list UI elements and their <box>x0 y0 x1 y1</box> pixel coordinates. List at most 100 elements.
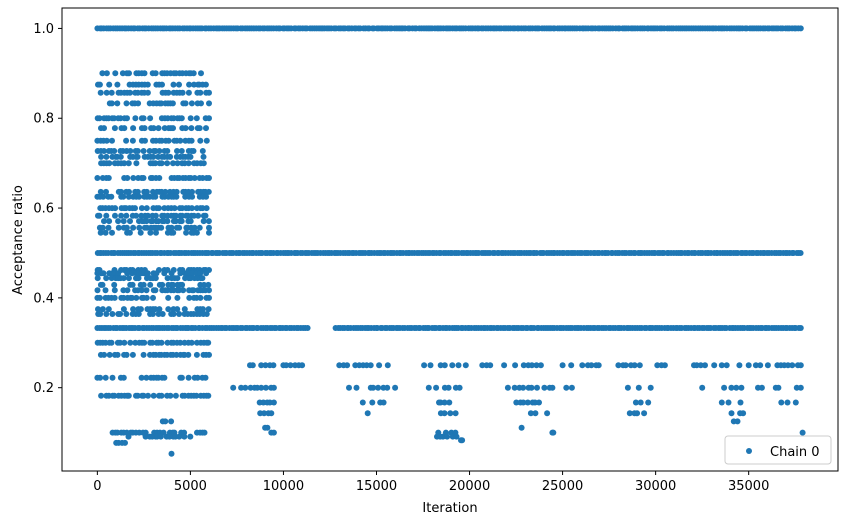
data-point <box>792 399 799 406</box>
data-point <box>205 339 212 346</box>
data-point <box>198 70 204 77</box>
data-point <box>563 384 570 391</box>
data-point <box>164 218 171 225</box>
data-point <box>111 115 118 122</box>
data-point <box>533 362 540 369</box>
data-point <box>206 175 212 181</box>
data-point <box>728 410 735 417</box>
data-point <box>534 384 540 391</box>
data-point <box>109 374 116 381</box>
data-point <box>190 148 197 154</box>
data-point <box>117 115 124 122</box>
data-point <box>158 100 165 107</box>
data-point <box>106 351 113 358</box>
data-point <box>120 306 127 313</box>
data-point <box>133 212 140 219</box>
data-point <box>206 100 212 107</box>
data-point <box>178 148 185 154</box>
data-point <box>421 362 428 369</box>
data-point <box>95 306 101 313</box>
data-point <box>427 362 434 369</box>
data-point <box>103 188 109 195</box>
data-point <box>537 362 544 369</box>
data-point <box>124 115 130 122</box>
data-point <box>188 270 195 277</box>
data-point <box>193 115 200 122</box>
data-point <box>122 439 128 446</box>
data-point <box>778 399 785 406</box>
data-point <box>164 148 171 154</box>
data-point <box>129 351 136 358</box>
data-point <box>185 351 192 358</box>
data-point <box>185 89 192 96</box>
data-point <box>161 270 168 277</box>
data-point <box>190 287 197 294</box>
data-point <box>97 89 104 96</box>
x-tick-label: 0 <box>93 479 101 494</box>
data-point <box>187 218 194 225</box>
data-point <box>130 175 137 181</box>
data-point <box>170 125 176 132</box>
data-point <box>111 148 118 154</box>
data-point <box>189 188 195 195</box>
data-point <box>115 270 122 277</box>
data-point <box>647 384 654 391</box>
data-point <box>106 160 113 167</box>
data-point <box>162 188 169 195</box>
data-point <box>100 193 107 200</box>
data-point <box>541 384 548 391</box>
data-point <box>624 384 631 391</box>
x-tick-label: 10000 <box>263 479 304 494</box>
data-point <box>144 212 151 219</box>
data-point <box>152 212 159 219</box>
x-axis-label: Iteration <box>422 501 477 516</box>
data-point <box>369 399 376 406</box>
data-point <box>797 362 804 369</box>
data-point <box>170 81 177 88</box>
data-point <box>797 25 804 32</box>
data-point <box>167 153 174 160</box>
data-point <box>549 384 556 391</box>
data-point <box>173 212 179 219</box>
data-point <box>165 306 172 313</box>
data-point <box>172 218 179 225</box>
data-point <box>125 193 132 200</box>
data-point <box>127 148 134 154</box>
data-point <box>118 188 125 195</box>
data-point <box>797 384 804 391</box>
data-point <box>98 153 105 160</box>
data-point <box>723 362 730 369</box>
data-point <box>168 450 175 457</box>
data-point <box>96 115 103 122</box>
data-point <box>447 410 454 417</box>
data-point <box>137 229 144 236</box>
data-point <box>129 294 135 301</box>
data-point <box>125 433 132 440</box>
data-point <box>622 362 629 369</box>
data-point <box>143 374 150 381</box>
data-point <box>138 287 145 294</box>
data-point <box>270 384 277 391</box>
data-point <box>203 125 209 132</box>
data-point <box>206 224 212 231</box>
data-point <box>177 339 184 346</box>
data-point <box>195 212 202 219</box>
data-point <box>149 311 156 317</box>
y-tick-label: 0.2 <box>33 381 54 396</box>
data-point <box>734 418 741 425</box>
data-point <box>112 212 118 219</box>
data-point <box>120 193 127 200</box>
data-point <box>194 374 201 381</box>
data-point <box>109 137 115 144</box>
data-point <box>141 70 148 77</box>
data-point <box>114 81 121 88</box>
data-point <box>138 374 145 381</box>
x-tick-label: 30000 <box>635 479 676 494</box>
data-point <box>177 270 184 277</box>
data-point <box>123 224 130 231</box>
data-point <box>359 399 366 406</box>
data-point <box>123 212 130 219</box>
data-point <box>453 433 460 440</box>
data-point <box>446 399 453 406</box>
data-point <box>392 384 399 391</box>
